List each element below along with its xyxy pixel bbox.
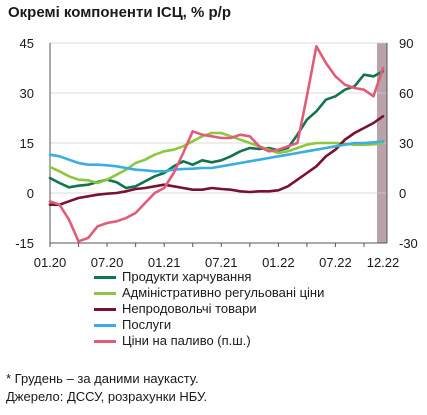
- series-line-3: [48, 115, 385, 206]
- legend-label: Ціни на паливо (п.ш.): [122, 333, 251, 349]
- x-tick-label: 07.21: [205, 255, 238, 270]
- y-right-tick-label: -30: [399, 236, 418, 251]
- series-line-5: [48, 45, 385, 243]
- legend-swatch: [94, 339, 116, 343]
- legend-item-5: Ціни на паливо (п.ш.): [94, 333, 324, 349]
- legend-item-4: Послуги: [94, 317, 324, 333]
- x-tick-label: 12.22: [367, 255, 400, 270]
- series-line-4: [48, 140, 385, 173]
- legend-label: Послуги: [122, 317, 172, 333]
- y-left-tick-label: -15: [15, 236, 34, 251]
- legend-swatch: [94, 307, 116, 311]
- legend-label: Адміністративно регульовані ціни: [122, 285, 325, 301]
- chart-title: Окремі компоненти ІСЦ, % р/р: [8, 4, 231, 21]
- line-chart: -15 0 15 30 45 -30 0 30 60 90 01.20 07.20 01.21 07.21…: [15, 36, 418, 270]
- legend-item-2: Адміністративно регульовані ціни: [94, 285, 324, 301]
- legend-item-1: Продукти харчування: [94, 269, 324, 285]
- x-tick-label: 01.20: [34, 255, 67, 270]
- x-tick-label: 07.20: [91, 255, 124, 270]
- legend-swatch: [94, 323, 116, 327]
- legend-swatch: [94, 291, 116, 295]
- legend-label: Непродовольчі товари: [122, 301, 257, 317]
- series-line-2: [48, 131, 385, 185]
- footnote: * Грудень – за даними наукасту.: [6, 371, 199, 386]
- y-right-tick-label: 30: [399, 136, 413, 151]
- legend-label: Продукти харчування: [122, 269, 252, 285]
- x-tick-label: 07.22: [319, 255, 352, 270]
- axes: [49, 43, 388, 247]
- x-tick-label: 01.21: [148, 255, 181, 270]
- source-note: Джерело: ДССУ, розрахунки НБУ.: [6, 389, 208, 404]
- y-left-tick-label: 0: [27, 186, 34, 201]
- series-lines: [48, 45, 385, 243]
- legend-item-3: Непродовольчі товари: [94, 301, 324, 317]
- x-tick-label: 01.22: [262, 255, 295, 270]
- tick-labels: -15 0 15 30 45 -30 0 30 60 90 01.20 07.20 01.21 07.21…: [15, 36, 418, 270]
- legend-swatch: [94, 275, 116, 279]
- y-right-tick-label: 0: [399, 186, 406, 201]
- y-left-tick-label: 30: [20, 86, 34, 101]
- series-line-1: [48, 70, 385, 190]
- y-left-tick-label: 15: [20, 136, 34, 151]
- y-right-tick-label: 90: [399, 36, 413, 51]
- legend: Продукти харчування Адміністративно регул…: [94, 269, 324, 349]
- y-left-tick-label: 45: [20, 36, 34, 51]
- y-right-tick-label: 60: [399, 86, 413, 101]
